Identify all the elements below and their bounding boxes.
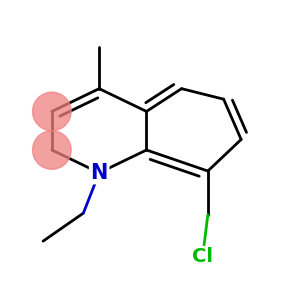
Circle shape — [33, 131, 71, 169]
Circle shape — [33, 92, 71, 131]
Text: N: N — [91, 163, 108, 183]
Text: Cl: Cl — [192, 248, 213, 266]
